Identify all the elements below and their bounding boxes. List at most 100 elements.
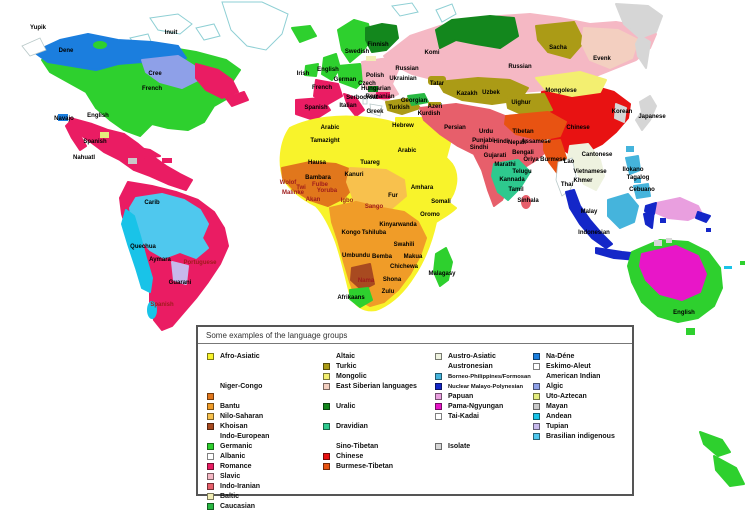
- region-romania-romance: [376, 92, 390, 99]
- region-new-zealand-north: [699, 431, 731, 457]
- region-urals-uralic: [435, 15, 519, 49]
- legend-item: American Indian: [533, 372, 615, 382]
- legend-item-label: Tupian: [546, 423, 569, 430]
- region-new-guinea-papuan: [651, 197, 703, 221]
- legend-swatch: [435, 353, 442, 360]
- legend-item: Baltic: [207, 492, 269, 502]
- region-tupian: [171, 261, 189, 285]
- region-australia-isolate-spot: [654, 240, 662, 246]
- region-malay-sumatra-nuclear-mp: [565, 189, 613, 249]
- region-evenk-east-siberian: [581, 27, 639, 69]
- legend-spacer: [435, 432, 531, 442]
- legend-item: Caucasian: [207, 502, 269, 512]
- region-finland-uralic: [365, 23, 399, 53]
- region-bantu: [329, 201, 427, 307]
- legend-swatch: [435, 403, 442, 410]
- legend-swatch: [533, 363, 540, 370]
- region-central-europe-germanic: [337, 63, 367, 89]
- legend-swatch: [207, 353, 214, 360]
- legend-swatch: [323, 423, 330, 430]
- region-kamchatka-isolate: [635, 35, 651, 69]
- legend-item: Nilo-Saharan: [207, 412, 269, 422]
- region-arctic-island: [149, 13, 193, 35]
- legend-column-3: Austro-Asiatic Austronesian Borneo-Philipp…: [435, 352, 531, 452]
- region-mongolia-mongolic: [535, 71, 607, 97]
- legend-item-label: Austro-Asiatic: [448, 353, 496, 360]
- region-cree-algic: [141, 55, 199, 89]
- region-luzon-philippines: [625, 155, 641, 175]
- legend-item: Tai-Kadai: [435, 412, 531, 422]
- region-iberia-romance: [295, 97, 331, 121]
- legend-spacer: [323, 392, 417, 402]
- legend-item-label: Nilo-Saharan: [220, 413, 264, 420]
- legend-item-label: Burmese-Tibetan: [336, 463, 394, 470]
- legend-item: Mayan: [533, 402, 615, 412]
- legend-item: Pama-Ngyungan: [435, 402, 531, 412]
- legend-item: Borneo-Philippines/Formosan: [435, 372, 531, 382]
- legend-swatch: [435, 383, 442, 390]
- legend-item-label: Andean: [546, 413, 572, 420]
- legend-swatch: [207, 503, 214, 510]
- legend-item-label: Germanic: [220, 443, 253, 450]
- legend-item-label: Bantu: [220, 403, 240, 410]
- legend-swatch: [533, 353, 540, 360]
- legend-column-2: Altaic Turkic Mongolic East Siberian langua…: [323, 352, 417, 472]
- legend-swatch: [323, 463, 330, 470]
- legend-swatch: [323, 373, 330, 380]
- region-borneo-philippines-formosan: [607, 193, 639, 229]
- legend-swatch: [323, 383, 330, 390]
- legend-group-header: Austronesian: [448, 363, 493, 370]
- legend-swatch: [435, 373, 442, 380]
- legend-item: Nuclear Malayo-Polynesian: [435, 382, 531, 392]
- legend-item: Romance: [207, 462, 269, 472]
- legend-spacer: [207, 362, 269, 372]
- region-yupik: [21, 37, 47, 57]
- region-australia-isolate-spot: [666, 238, 672, 243]
- legend-swatch: [533, 423, 540, 430]
- legend-item-label: East Siberian languages: [336, 383, 417, 390]
- region-hungary-uralic: [368, 86, 378, 92]
- legend-item: Burmese-Tibetan: [323, 462, 417, 472]
- region-west-africa-niger-congo: [281, 161, 357, 207]
- region-scandinavia: [337, 19, 373, 63]
- legend-item-label: Caucasian: [220, 503, 256, 510]
- legend-item-label: Brasilian indigenous: [546, 433, 615, 440]
- region-caucasus-caucasian: [407, 93, 429, 106]
- legend-swatch: [207, 453, 214, 460]
- legend-item: Afro-Asiatic: [207, 352, 269, 362]
- legend-item: Altaic: [323, 352, 417, 362]
- legend-group-header: Niger-Congo: [220, 383, 263, 390]
- region-uto-aztecan-mexico: [100, 132, 109, 138]
- legend-item-label: Isolate: [448, 443, 471, 450]
- region-visayas-philippines: [634, 178, 641, 183]
- legend-item-label: Albanic: [220, 453, 246, 460]
- legend-item: Algic: [533, 382, 615, 392]
- region-tasmania: [686, 328, 695, 335]
- legend-title: Some examples of the language groups: [198, 327, 632, 344]
- region-greenland: [221, 1, 289, 51]
- region-navajo-spot: [58, 114, 68, 121]
- region-arctic-island: [195, 23, 221, 41]
- legend-swatch: [435, 413, 442, 420]
- region-cuba-romance: [127, 145, 161, 159]
- legend-item: Albanic: [207, 452, 269, 462]
- region-andean: [121, 209, 153, 293]
- legend-swatch: [533, 433, 540, 440]
- legend-column-1: Afro-Asiatic Niger-Congo Bantu Nilo-Saharan…: [207, 352, 269, 512]
- legend-spacer: [323, 412, 417, 422]
- legend-box: Some examples of the language groups Afr…: [196, 325, 634, 510]
- region-iceland: [291, 25, 317, 43]
- legend-spacer: [207, 372, 269, 382]
- legend-swatch: [533, 383, 540, 390]
- legend-item-label: Tai-Kadai: [448, 413, 479, 420]
- region-khoisan: [350, 263, 375, 291]
- legend-item-label: Romance: [220, 463, 252, 470]
- legend-item: [207, 392, 269, 402]
- region-novaya-zemlya: [435, 3, 457, 23]
- legend-swatch: [533, 393, 540, 400]
- legend-item-label: Turkic: [336, 363, 357, 370]
- legend-swatch: [207, 443, 214, 450]
- region-greece: [369, 103, 383, 117]
- legend-swatch: [207, 413, 214, 420]
- legend-item: Bantu: [207, 402, 269, 412]
